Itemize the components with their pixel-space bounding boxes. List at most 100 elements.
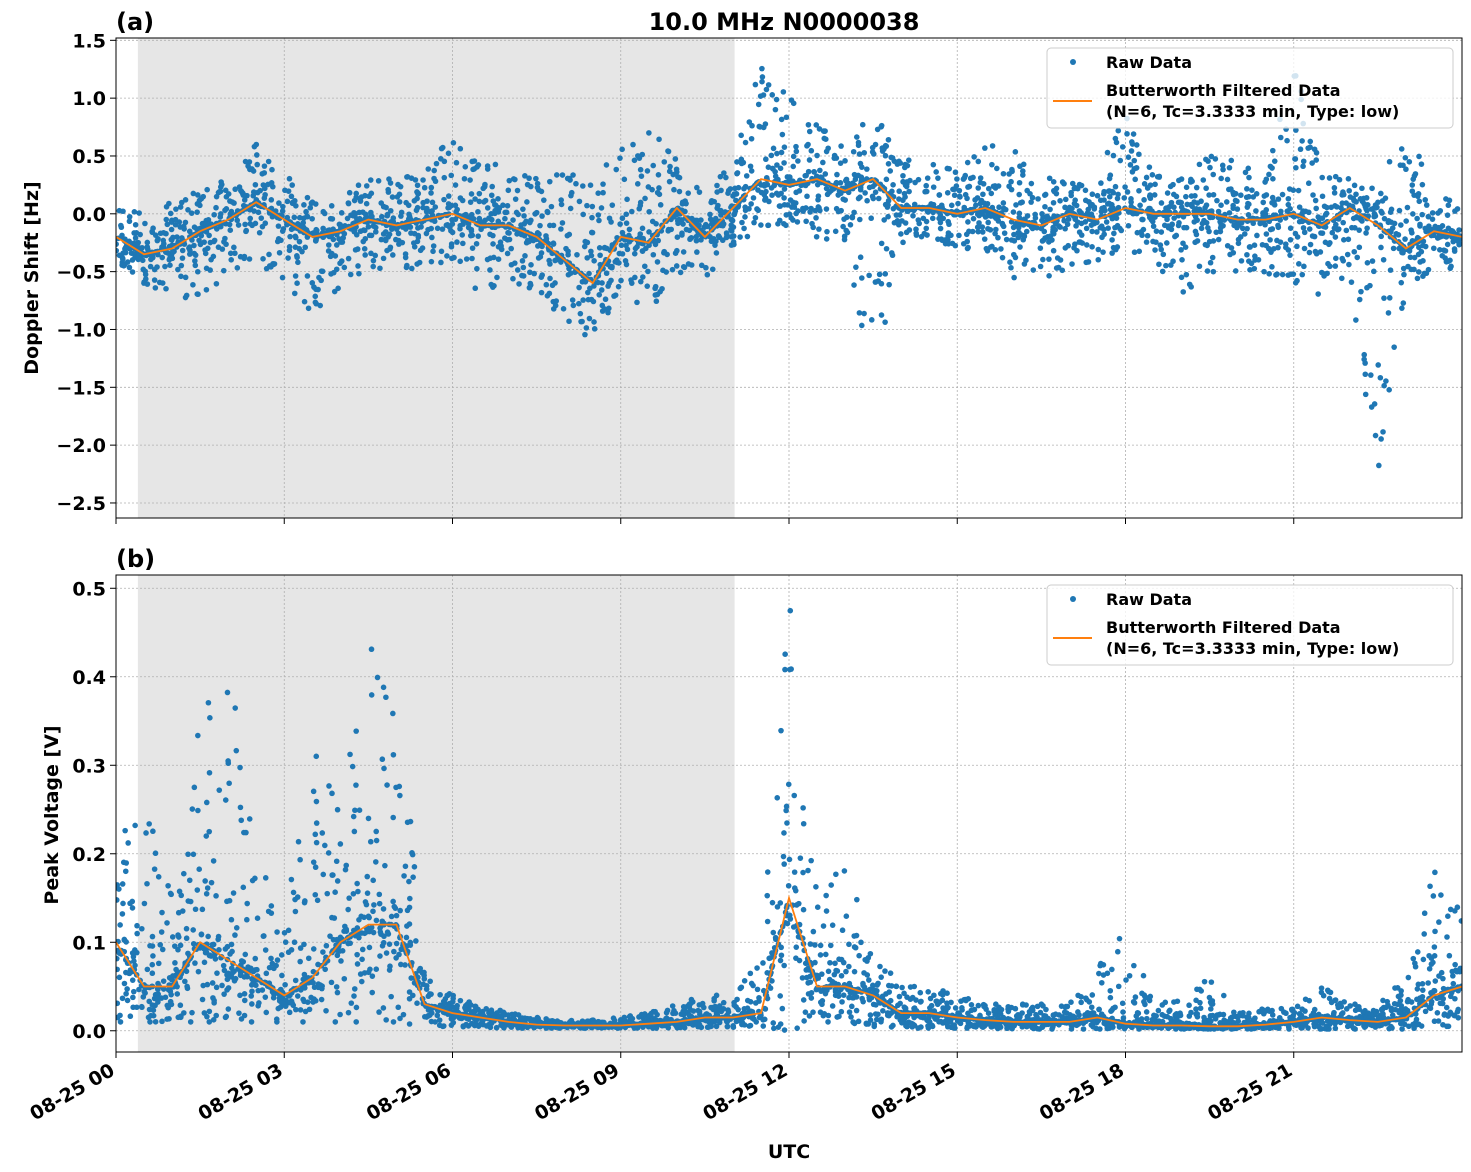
raw-data-point: [1309, 160, 1315, 166]
raw-data-point: [287, 992, 293, 998]
raw-data-point: [130, 1004, 136, 1011]
raw-data-point: [770, 145, 777, 152]
raw-data-point: [1028, 199, 1034, 205]
raw-data-point: [609, 202, 616, 208]
raw-data-point: [616, 260, 622, 266]
raw-data-point: [474, 164, 480, 170]
raw-data-point: [258, 215, 265, 221]
raw-data-point: [206, 1019, 213, 1025]
raw-data-point: [608, 277, 614, 284]
raw-data-point: [353, 1019, 360, 1025]
raw-data-point: [387, 207, 394, 214]
raw-data-point: [641, 263, 648, 270]
raw-data-point: [1419, 181, 1426, 188]
raw-data-point: [1406, 248, 1413, 254]
raw-data-point: [924, 175, 931, 181]
raw-data-point: [1115, 127, 1122, 134]
raw-data-point: [665, 148, 671, 154]
raw-data-point: [1183, 271, 1190, 278]
raw-data-point: [993, 215, 999, 221]
raw-data-point: [354, 880, 360, 887]
raw-data-point: [1362, 391, 1369, 398]
raw-data-point: [1245, 200, 1251, 207]
raw-data-point: [855, 142, 862, 149]
raw-data-point: [1168, 199, 1175, 206]
raw-data-point: [707, 211, 713, 218]
raw-data-point: [893, 212, 900, 218]
raw-data-point: [310, 999, 316, 1005]
raw-data-point: [617, 155, 623, 161]
raw-data-point: [605, 309, 611, 316]
raw-data-point: [252, 875, 258, 882]
raw-data-point: [1050, 199, 1057, 206]
raw-data-point: [1416, 198, 1423, 205]
raw-data-point: [1301, 245, 1308, 252]
raw-data-point: [310, 788, 317, 795]
raw-data-point: [1279, 191, 1286, 198]
raw-data-point: [203, 221, 209, 227]
night-shading: [137, 575, 735, 1052]
raw-data-point: [751, 219, 757, 226]
raw-data-point: [116, 247, 120, 254]
raw-data-point: [514, 267, 521, 273]
raw-data-point: [168, 1001, 175, 1008]
raw-data-point: [952, 169, 959, 176]
raw-data-point: [1203, 185, 1209, 192]
raw-data-point: [720, 221, 727, 227]
raw-data-point: [393, 912, 400, 919]
raw-data-point: [291, 214, 298, 221]
raw-data-point: [1381, 382, 1387, 389]
raw-data-point: [488, 211, 495, 217]
raw-data-point: [512, 196, 519, 202]
raw-data-point: [152, 1018, 159, 1025]
raw-data-point: [1170, 191, 1177, 198]
legend-filtered-label: Butterworth Filtered Data: [1106, 81, 1341, 100]
raw-data-point: [301, 971, 308, 978]
raw-data-point: [116, 252, 123, 259]
raw-data-point: [685, 261, 692, 267]
raw-data-point: [155, 986, 161, 993]
raw-data-point: [1169, 221, 1175, 228]
raw-data-point: [591, 283, 597, 289]
raw-data-point: [205, 217, 212, 223]
raw-data-point: [413, 207, 420, 214]
raw-data-point: [945, 230, 952, 236]
raw-data-point: [624, 196, 630, 203]
raw-data-point: [1159, 268, 1166, 275]
raw-data-point: [898, 231, 904, 237]
raw-data-point: [116, 897, 120, 903]
raw-data-point: [709, 266, 716, 273]
raw-data-point: [597, 252, 603, 259]
raw-data-point: [205, 933, 211, 940]
raw-data-point: [1312, 197, 1319, 204]
raw-data-point: [233, 747, 240, 754]
raw-data-point: [881, 217, 887, 223]
raw-data-point: [730, 224, 737, 230]
raw-data-point: [1180, 289, 1187, 295]
raw-data-point: [355, 888, 361, 895]
raw-data-point: [904, 162, 911, 169]
raw-data-point: [159, 909, 165, 916]
raw-data-point: [713, 250, 720, 256]
raw-data-point: [1206, 238, 1213, 245]
raw-data-point: [406, 1021, 413, 1027]
raw-data-point: [1347, 194, 1354, 200]
raw-data-point: [1293, 164, 1299, 171]
raw-data-point: [427, 991, 433, 997]
raw-data-point: [1263, 207, 1270, 213]
raw-data-point: [995, 183, 1002, 189]
raw-data-point: [373, 917, 380, 924]
raw-data-point: [1219, 162, 1226, 169]
raw-data-point: [120, 900, 126, 907]
raw-data-point: [1112, 224, 1118, 231]
raw-data-point: [803, 205, 809, 211]
raw-data-point: [1205, 224, 1211, 231]
raw-data-point: [1409, 182, 1416, 188]
raw-data-point: [1295, 187, 1302, 194]
raw-data-point: [165, 986, 172, 993]
raw-data-point: [139, 925, 145, 932]
raw-data-point: [822, 136, 829, 142]
raw-data-point: [533, 175, 539, 182]
raw-data-point: [1323, 210, 1330, 217]
